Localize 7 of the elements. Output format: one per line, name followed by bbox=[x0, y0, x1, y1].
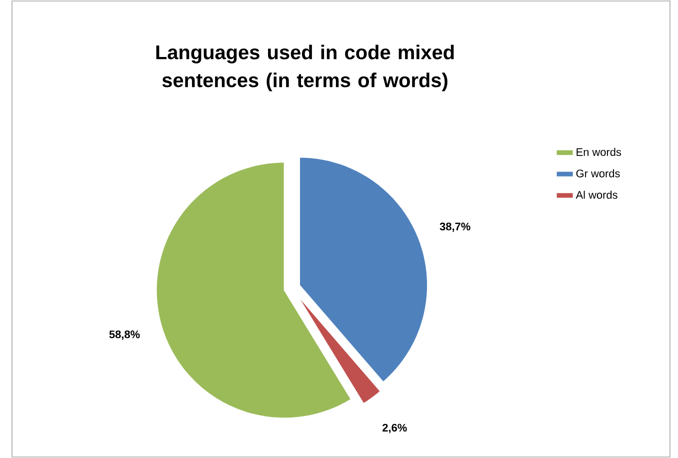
legend-label: Al words bbox=[576, 190, 618, 199]
data-label: 58,8% bbox=[109, 330, 140, 340]
legend-label: En words bbox=[576, 148, 622, 156]
data-label: 2,6% bbox=[382, 424, 407, 434]
data-label: 38,7% bbox=[440, 222, 470, 232]
legend-label: Gr words bbox=[576, 169, 620, 178]
chart-title: Languages used in code mixed sentences (in terms of words) bbox=[156, 44, 454, 92]
